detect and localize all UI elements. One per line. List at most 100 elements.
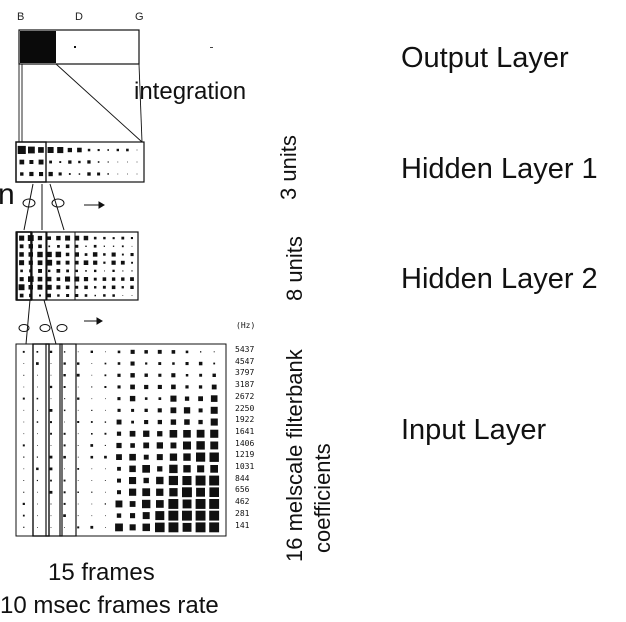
frequency-label: 3797: [235, 368, 255, 378]
activation-square: [77, 445, 79, 446]
input-layer-grid: [15, 343, 227, 537]
activation-square: [143, 442, 150, 449]
activation-square: [23, 421, 25, 423]
grid-frame: [16, 231, 32, 301]
activation-square: [210, 429, 219, 438]
activation-square: [91, 515, 93, 517]
activation-square: [105, 515, 106, 517]
activation-square: [121, 245, 124, 248]
activation-square: [19, 277, 24, 282]
frames-label: 15 frames: [48, 559, 155, 586]
activation-square: [185, 350, 189, 354]
frequency-label: 141: [235, 520, 250, 530]
activation-square: [117, 373, 121, 377]
activation-square: [107, 173, 109, 175]
cut-off-glyph: n: [0, 178, 15, 211]
activation-square: [37, 503, 38, 505]
activation-square: [87, 160, 91, 164]
activation-square: [131, 245, 133, 247]
activation-square: [144, 384, 149, 390]
activation-square: [144, 420, 149, 425]
activation-square: [78, 173, 81, 175]
activation-square: [183, 465, 191, 473]
activation-square: [50, 503, 52, 505]
activation-square: [129, 524, 136, 531]
activation-square: [37, 284, 43, 290]
activation-square: [50, 527, 52, 528]
activation-square: [195, 522, 206, 533]
activation-square: [50, 398, 52, 400]
activation-square: [84, 253, 88, 256]
activation-square: [156, 500, 164, 508]
activation-square: [111, 285, 116, 290]
activation-square: [117, 466, 121, 471]
activation-square: [183, 407, 191, 414]
activation-square: [94, 269, 97, 273]
activation-square: [102, 277, 107, 281]
activation-square: [155, 511, 165, 521]
activation-square: [29, 171, 34, 177]
activation-square: [75, 269, 78, 273]
activation-square: [117, 408, 121, 412]
activation-square: [130, 277, 134, 281]
activation-square: [143, 430, 150, 437]
hidden-layer-2-label: Hidden Layer 2: [401, 263, 598, 295]
output-letter-d: D: [75, 11, 83, 23]
activation-square: [171, 350, 176, 354]
hidden-layer-1-grid: [15, 141, 145, 183]
activation-square: [169, 430, 178, 438]
activation-square: [83, 235, 89, 241]
activation-square: [197, 465, 205, 473]
activation-square: [49, 385, 53, 389]
activation-square: [169, 488, 178, 497]
activation-square: [168, 510, 179, 521]
activation-square: [38, 244, 42, 249]
activation-square: [63, 386, 66, 388]
activation-square: [65, 260, 70, 265]
activation-square: [63, 444, 66, 447]
hidden-layer-2-grid: [15, 231, 139, 301]
activation-square: [198, 396, 203, 402]
activation-square: [97, 172, 101, 176]
activation-square: [198, 408, 203, 413]
activation-square: [75, 294, 79, 297]
activation-square: [210, 406, 218, 414]
activation-square: [67, 147, 72, 153]
activation-square: [156, 442, 163, 449]
activation-square: [185, 385, 189, 389]
activation-square: [47, 293, 51, 298]
activation-square: [77, 491, 79, 493]
connection-symbols: [18, 183, 105, 345]
activation-square: [91, 363, 93, 364]
activation-square: [37, 260, 43, 266]
activation-square: [63, 432, 66, 435]
activation-square: [196, 441, 205, 450]
integration-label: integration: [134, 78, 247, 105]
activation-square: [104, 386, 107, 388]
activation-square: [58, 172, 62, 176]
activation-square: [130, 513, 136, 519]
activation-square: [117, 362, 121, 365]
activation-square: [56, 235, 61, 241]
activation-square: [157, 466, 163, 472]
grid-frame: [59, 343, 77, 537]
activation-square: [169, 453, 178, 461]
activation-square: [157, 431, 163, 437]
activation-square: [46, 251, 52, 258]
activation-square: [198, 361, 203, 366]
activation-square: [19, 293, 24, 298]
activation-square: [77, 362, 80, 365]
activation-square: [56, 260, 61, 265]
activation-square: [64, 468, 65, 470]
activation-square: [170, 407, 177, 414]
activation-square: [91, 409, 93, 411]
activation-square: [157, 408, 162, 413]
activation-square: [196, 487, 205, 497]
activation-square: [136, 173, 138, 175]
activation-square: [142, 512, 150, 520]
activation-square: [17, 145, 26, 154]
activation-square: [112, 269, 115, 272]
activation-square: [171, 384, 176, 390]
activation-square: [104, 432, 107, 435]
